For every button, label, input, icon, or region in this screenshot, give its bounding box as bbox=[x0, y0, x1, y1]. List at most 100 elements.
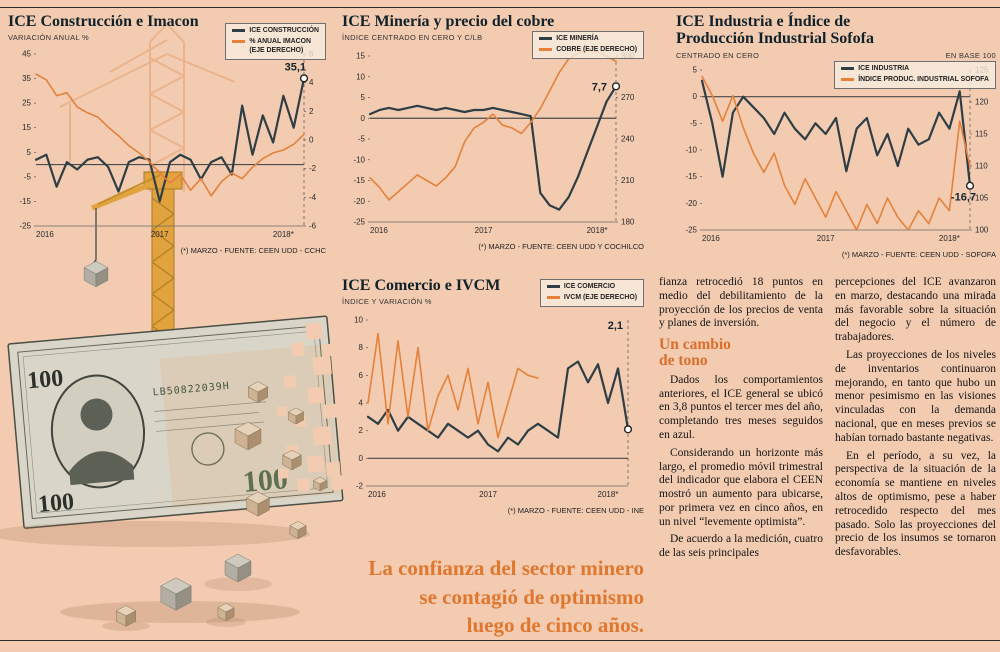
svg-text:-2: -2 bbox=[356, 482, 364, 491]
svg-text:10: 10 bbox=[354, 316, 363, 325]
svg-text:105: 105 bbox=[975, 193, 989, 202]
svg-text:15: 15 bbox=[356, 52, 365, 61]
article-paragraph: Considerando un horizonte más largo, el … bbox=[659, 446, 823, 528]
legend-label-line2: (EJE DERECHO) bbox=[249, 46, 304, 54]
svg-text:-2: -2 bbox=[309, 164, 317, 173]
crane-icon bbox=[91, 171, 183, 373]
legend-swatch-orange bbox=[232, 39, 246, 43]
chart-panel-construccion: ICE Construcción e Imacon VARIACIÓN ANUA… bbox=[8, 13, 326, 255]
pull-quote-line: La confianza del sector minero bbox=[368, 556, 644, 580]
bill-denomination-text: 100 bbox=[26, 365, 64, 394]
svg-text:-15: -15 bbox=[685, 172, 697, 181]
legend-item: ICE CONSTRUCCIÓN bbox=[232, 27, 319, 36]
svg-text:35: 35 bbox=[22, 74, 31, 83]
svg-text:-6: -6 bbox=[309, 222, 317, 231]
legend-swatch-dark bbox=[841, 67, 855, 70]
chart-panel-industria: ICE Industria e Índice de Producción Ind… bbox=[676, 13, 996, 259]
article-paragraph: Las proyecciones de los niveles de inven… bbox=[835, 348, 996, 444]
shadows bbox=[0, 521, 310, 631]
chart-subtitle: VARIACIÓN ANUAL % bbox=[8, 33, 89, 43]
legend-swatch-dark bbox=[232, 29, 246, 32]
chart-subtitle: ÍNDICE CENTRADO EN CERO Y C/LB bbox=[342, 33, 483, 43]
svg-text:0: 0 bbox=[359, 454, 364, 463]
svg-text:5: 5 bbox=[361, 93, 366, 102]
section-heading-line2: de tono bbox=[659, 352, 708, 370]
chart-panel-comercio: ICE Comercio e IVCM ÍNDICE Y VARIACIÓN %… bbox=[342, 277, 644, 515]
svg-text:-15: -15 bbox=[19, 197, 31, 206]
legend-item: IVCM (EJE DERECHO) bbox=[546, 293, 637, 303]
chart-title: ICE Comercio e IVCM bbox=[342, 277, 501, 294]
svg-text:2017: 2017 bbox=[479, 490, 497, 499]
article-paragraph: percepciones del ICE avanzaron en marzo,… bbox=[835, 276, 996, 344]
line-chart-construccion-imacon: 453525155-5-15-256420-2-4-6201620172018*… bbox=[19, 50, 317, 240]
svg-text:2017: 2017 bbox=[151, 230, 169, 239]
svg-text:15: 15 bbox=[22, 123, 31, 132]
chart-source: (*) MARZO - FUENTE: CEEN UDD - CCHC bbox=[180, 246, 326, 256]
legend: ICE MINERÍA COBRE (EJE DERECHO) bbox=[532, 31, 644, 59]
svg-text:10: 10 bbox=[356, 73, 365, 82]
legend-label: COBRE (EJE DERECHO) bbox=[556, 45, 637, 53]
bill-dissolve-pixels bbox=[276, 322, 345, 492]
legend-item: ÍNDICE PRODUC. INDUSTRIAL SOFOFA bbox=[841, 76, 989, 85]
pull-quote-line: luego de cinco años. bbox=[466, 613, 644, 638]
legend: ICE CONSTRUCCIÓN % ANUAL IMACON (EJE DER… bbox=[225, 23, 326, 60]
legend-item: % ANUAL IMACON (EJE DERECHO) bbox=[232, 38, 319, 56]
article-column-1: fianza retrocedió 18 puntos en medio del… bbox=[659, 276, 823, 565]
chart-subtitle: ÍNDICE Y VARIACIÓN % bbox=[342, 297, 432, 307]
svg-text:210: 210 bbox=[621, 176, 635, 185]
svg-text:2016: 2016 bbox=[36, 230, 54, 239]
svg-text:4: 4 bbox=[309, 78, 314, 87]
legend-label: IVCM (EJE DERECHO) bbox=[563, 293, 637, 301]
chart-title: ICE Construcción e Imacon bbox=[8, 13, 199, 30]
svg-text:25: 25 bbox=[22, 99, 31, 108]
legend-label: ICE COMERCIO bbox=[563, 283, 616, 290]
svg-text:0: 0 bbox=[361, 114, 366, 123]
legend-swatch-dark bbox=[546, 285, 560, 288]
chart-subtitle-right: EN BASE 100 bbox=[945, 50, 996, 60]
svg-text:2016: 2016 bbox=[368, 490, 386, 499]
svg-text:-4: -4 bbox=[309, 193, 317, 202]
line-chart-industria-sofofa: 50-5-10-15-20-25125120115110105100201620… bbox=[685, 65, 989, 243]
legend-swatch-orange bbox=[546, 295, 560, 299]
svg-text:100: 100 bbox=[975, 225, 989, 234]
legend-item: ICE MINERÍA bbox=[539, 35, 637, 44]
pull-quote: La confianza del sector minero se contag… bbox=[340, 554, 644, 640]
svg-text:-20: -20 bbox=[353, 197, 365, 206]
chart-subtitle: CENTRADO EN CERO bbox=[676, 50, 760, 60]
svg-text:5: 5 bbox=[693, 65, 698, 74]
artwork-illustration: 100 100 100 LB50822039H bbox=[0, 22, 345, 631]
svg-text:-25: -25 bbox=[19, 222, 31, 231]
svg-text:8: 8 bbox=[359, 343, 364, 352]
svg-text:-5: -5 bbox=[24, 173, 32, 182]
svg-text:-5: -5 bbox=[690, 118, 698, 127]
legend-item: ICE INDUSTRIA bbox=[841, 65, 989, 74]
chart-source: (*) MARZO - FUENTE: CEEN UDD - SOFOFA bbox=[841, 249, 996, 259]
article-paragraph: Dados los comportamientos anteriores, el… bbox=[659, 373, 823, 441]
pull-quote-line: se contagió de optimismo bbox=[419, 584, 644, 609]
top-rule bbox=[0, 7, 1000, 8]
svg-text:-20: -20 bbox=[685, 198, 697, 207]
article-paragraph: De acuerdo a la medición, cuatro de las … bbox=[659, 533, 823, 560]
svg-text:120: 120 bbox=[975, 97, 989, 106]
article-paragraph: fianza retrocedió 18 puntos en medio del… bbox=[659, 276, 823, 330]
svg-text:2: 2 bbox=[359, 426, 364, 435]
legend-label: % ANUAL IMACON (EJE DERECHO) bbox=[249, 38, 311, 56]
chart-source: (*) MARZO - FUENTE: CEEN UDD Y COCHILCO bbox=[478, 242, 644, 252]
svg-text:6: 6 bbox=[359, 371, 364, 380]
chart-title: ICE Minería y precio del cobre bbox=[342, 13, 555, 30]
svg-text:270: 270 bbox=[621, 93, 635, 102]
svg-text:-15: -15 bbox=[353, 176, 365, 185]
svg-text:2017: 2017 bbox=[475, 226, 493, 235]
legend-label: ICE INDUSTRIA bbox=[858, 65, 910, 72]
svg-text:7,7: 7,7 bbox=[592, 82, 607, 94]
svg-text:115: 115 bbox=[975, 129, 988, 138]
chart-title: ICE Industria e Índice de Producción Ind… bbox=[676, 13, 874, 48]
svg-text:2017: 2017 bbox=[817, 234, 835, 243]
svg-text:0: 0 bbox=[309, 136, 314, 145]
svg-text:35,1: 35,1 bbox=[285, 62, 306, 74]
svg-text:2: 2 bbox=[309, 107, 314, 116]
article-paragraph: En el período, a su vez, la perspectiva … bbox=[835, 449, 996, 559]
svg-text:4: 4 bbox=[359, 399, 364, 408]
crane-sketch bbox=[59, 22, 236, 192]
legend: ICE COMERCIO IVCM (EJE DERECHO) bbox=[539, 279, 644, 307]
